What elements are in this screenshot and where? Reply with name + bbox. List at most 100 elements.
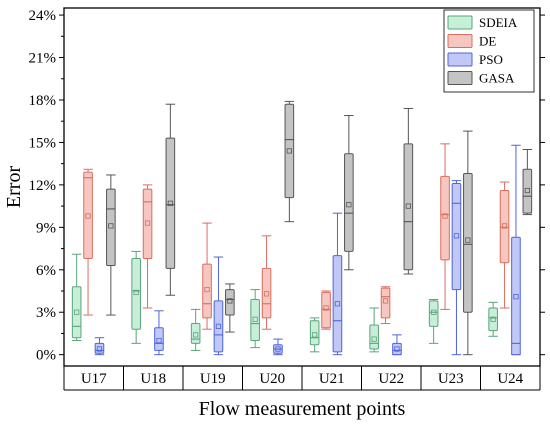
gasa-mean-marker	[524, 187, 530, 194]
legend-swatch-pso	[447, 52, 473, 67]
de-mean-marker	[204, 286, 210, 293]
de-mean-marker	[382, 298, 389, 304]
x-tick-label: U21	[319, 371, 345, 387]
sdeia-box-u22	[369, 307, 379, 353]
pso-iqr-box	[213, 300, 224, 353]
pso-mean-marker	[394, 346, 400, 352]
x-tick-label: U19	[200, 371, 226, 387]
pso-iqr-box	[451, 182, 462, 291]
pso-iqr-box	[154, 327, 164, 351]
de-box-u24	[499, 181, 510, 309]
sdeia-box-u18	[131, 250, 141, 344]
y-tick-label: 21%	[29, 51, 57, 67]
x-tick-label: U22	[378, 371, 404, 387]
y-tick-label: 0%	[36, 348, 56, 364]
de-iqr-box	[202, 263, 212, 319]
x-tick-label: U24	[497, 371, 523, 387]
sdeia-iqr-box	[428, 300, 439, 327]
gasa-mean-marker	[405, 203, 411, 209]
gasa-iqr-box	[403, 143, 414, 271]
legend-swatch-de	[447, 34, 473, 48]
gasa-box-u20	[284, 100, 295, 223]
y-tick-label: 18%	[29, 93, 57, 109]
de-mean-marker	[323, 305, 329, 311]
pso-mean-marker	[275, 346, 281, 352]
pso-box-u17	[94, 337, 105, 356]
gasa-box-u22	[403, 107, 414, 275]
pso-box-u20	[273, 338, 283, 356]
de-box-u20	[261, 235, 272, 330]
legend-label-gasa: GASA	[479, 71, 515, 86]
gasa-box-u17	[106, 174, 116, 316]
y-tick-label: 15%	[29, 135, 57, 151]
sdeia-iqr-box	[71, 286, 82, 339]
x-axis-title: Flow measurement points	[199, 398, 406, 420]
y-tick-label: 24%	[29, 8, 57, 24]
x-tick-label: U17	[81, 371, 107, 387]
de-box-u22	[380, 286, 391, 325]
sdeia-box-u19	[190, 308, 201, 351]
x-tick-label: U18	[140, 371, 166, 387]
gasa-box-u21	[344, 115, 354, 271]
y-tick-label: 6%	[36, 263, 56, 279]
x-tick-label: U23	[438, 371, 464, 387]
pso-iqr-box	[94, 342, 105, 354]
pso-mean-marker	[96, 346, 103, 352]
legend-label-de: DE	[479, 34, 496, 49]
sdeia-iqr-box	[131, 257, 141, 330]
de-mean-marker	[85, 213, 91, 219]
sdeia-mean-marker	[133, 289, 139, 296]
gasa-iqr-box	[463, 173, 473, 313]
gasa-iqr-box	[225, 289, 235, 316]
legend-swatch-gasa	[447, 71, 473, 85]
sdeia-mean-marker	[431, 309, 437, 315]
pso-box-u23	[451, 180, 462, 356]
sdeia-box-u21	[309, 317, 320, 353]
gasa-iqr-box	[284, 103, 295, 199]
pso-mean-marker	[156, 337, 162, 344]
pso-iqr-box	[392, 342, 402, 356]
gasa-iqr-box	[106, 188, 116, 267]
sdeia-iqr-box	[488, 307, 498, 332]
sdeia-mean-marker	[74, 309, 80, 315]
gasa-box-u18	[165, 103, 176, 296]
gasa-mean-marker	[227, 298, 233, 304]
gasa-mean-marker	[286, 148, 292, 154]
pso-box-u21	[332, 212, 343, 356]
de-box-u23	[440, 143, 450, 310]
y-tick-label: 3%	[36, 305, 56, 321]
pso-mean-marker	[453, 233, 460, 239]
de-iqr-box	[499, 190, 510, 264]
gasa-box-u24	[522, 149, 533, 216]
legend-label-sdeia: SDEIA	[479, 15, 518, 30]
sdeia-box-u17	[71, 253, 82, 342]
sdeia-iqr-box	[250, 298, 260, 342]
sdeia-mean-marker	[371, 336, 377, 342]
pso-box-u24	[511, 144, 521, 356]
legend: SDEIA DE PSO GASA	[443, 9, 535, 93]
pso-mean-marker	[334, 301, 341, 307]
gasa-iqr-box	[522, 168, 533, 214]
y-tick-label: 12%	[29, 178, 57, 194]
de-iqr-box	[142, 188, 153, 259]
de-mean-marker	[442, 213, 448, 219]
sdeia-mean-marker	[490, 316, 496, 322]
de-iqr-box	[83, 171, 93, 259]
legend-swatch-sdeia	[447, 15, 473, 30]
gasa-mean-marker	[346, 202, 352, 208]
pso-mean-marker	[215, 323, 222, 329]
de-mean-marker	[263, 291, 270, 297]
pso-mean-marker	[513, 294, 519, 300]
y-tick-label: 9%	[36, 220, 56, 236]
pso-iqr-box	[511, 236, 521, 356]
de-box-u18	[142, 184, 153, 309]
pso-box-u22	[392, 334, 402, 356]
de-box-u17	[83, 168, 93, 316]
de-iqr-box	[261, 267, 272, 319]
sdeia-box-u23	[428, 298, 439, 344]
x-tick-label: U20	[259, 371, 285, 387]
pso-box-u18	[154, 310, 164, 356]
sdeia-mean-marker	[193, 332, 199, 338]
sdeia-mean-marker	[312, 332, 318, 338]
